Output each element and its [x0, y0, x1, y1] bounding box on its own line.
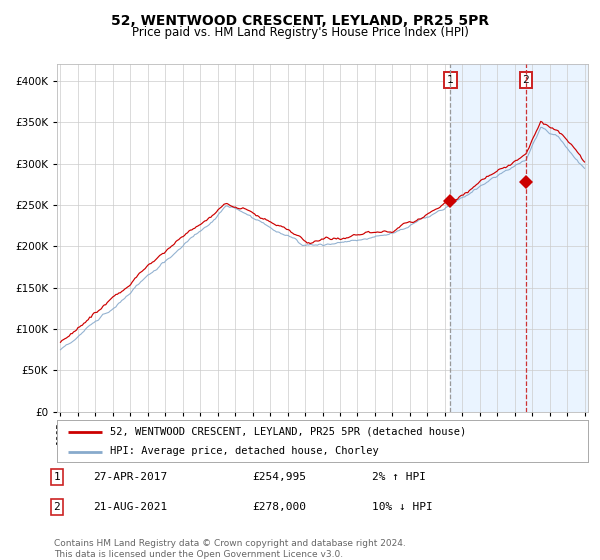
Text: 2: 2 — [523, 75, 529, 85]
Text: 21-AUG-2021: 21-AUG-2021 — [93, 502, 167, 512]
Text: £278,000: £278,000 — [252, 502, 306, 512]
Text: 2: 2 — [53, 502, 61, 512]
Text: 52, WENTWOOD CRESCENT, LEYLAND, PR25 5PR (detached house): 52, WENTWOOD CRESCENT, LEYLAND, PR25 5PR… — [110, 427, 466, 437]
Text: HPI: Average price, detached house, Chorley: HPI: Average price, detached house, Chor… — [110, 446, 379, 456]
Text: 1: 1 — [447, 75, 454, 85]
Text: 2% ↑ HPI: 2% ↑ HPI — [372, 472, 426, 482]
Text: 52, WENTWOOD CRESCENT, LEYLAND, PR25 5PR: 52, WENTWOOD CRESCENT, LEYLAND, PR25 5PR — [111, 14, 489, 28]
Text: 10% ↓ HPI: 10% ↓ HPI — [372, 502, 433, 512]
Text: £254,995: £254,995 — [252, 472, 306, 482]
Text: 1: 1 — [53, 472, 61, 482]
Text: 27-APR-2017: 27-APR-2017 — [93, 472, 167, 482]
Text: Contains HM Land Registry data © Crown copyright and database right 2024.
This d: Contains HM Land Registry data © Crown c… — [54, 539, 406, 559]
Text: Price paid vs. HM Land Registry's House Price Index (HPI): Price paid vs. HM Land Registry's House … — [131, 26, 469, 39]
Bar — [451, 64, 593, 412]
